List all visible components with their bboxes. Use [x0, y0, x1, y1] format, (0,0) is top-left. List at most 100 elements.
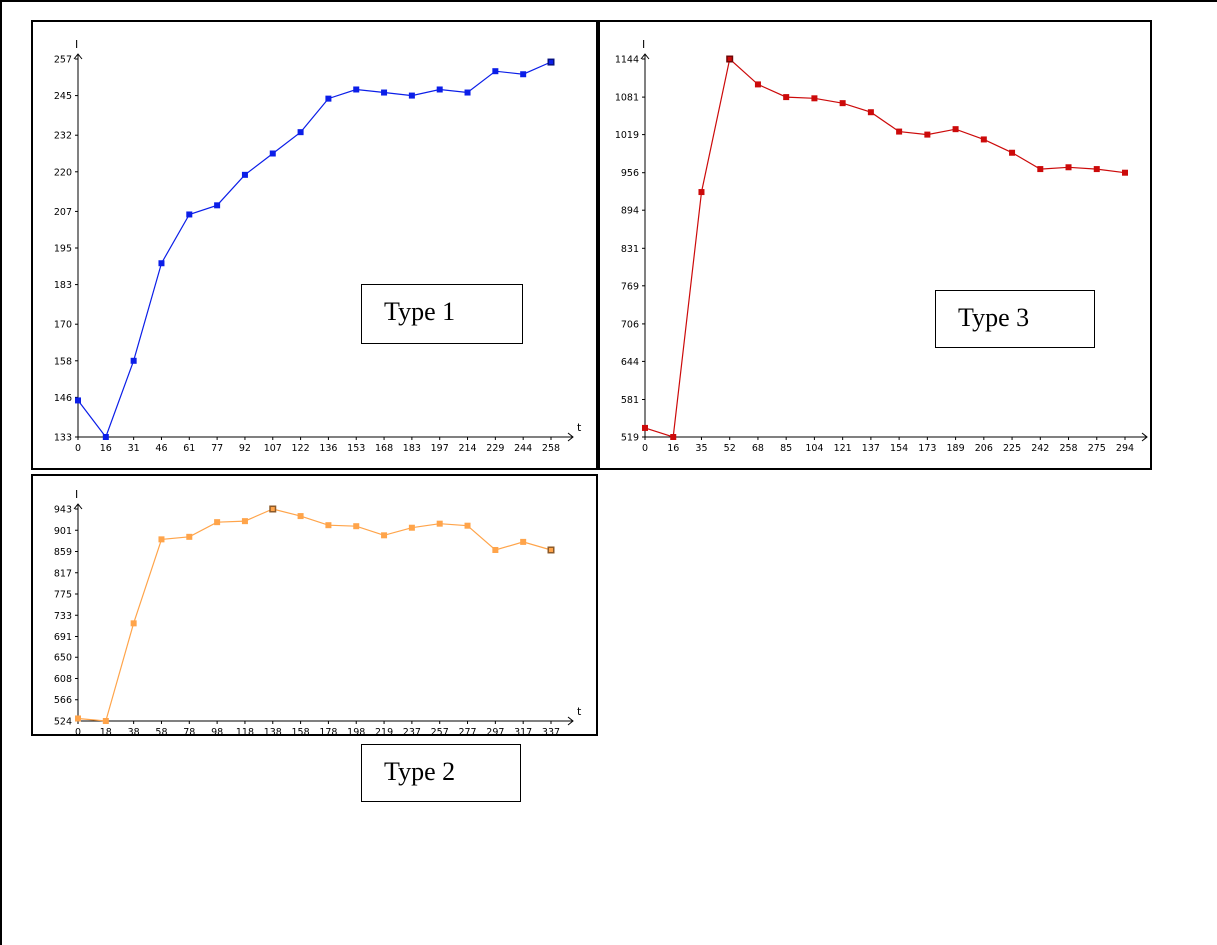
y-tick-label: 894	[621, 206, 639, 217]
x-tick-label: 229	[486, 443, 504, 454]
y-tick-label: 207	[54, 207, 72, 218]
x-tick-label: 35	[695, 443, 707, 454]
x-tick-label: 0	[75, 443, 81, 454]
y-axis-arrowhead	[73, 503, 83, 510]
data-point	[980, 136, 987, 143]
y-tick-label: 245	[54, 91, 72, 102]
y-tick-label: 775	[54, 590, 72, 601]
x-tick-label: 275	[1088, 443, 1106, 454]
x-tick-label: 107	[264, 443, 282, 454]
x-tick-label: 178	[319, 727, 337, 734]
x-tick-label: 16	[667, 443, 679, 454]
x-tick-label: 118	[236, 727, 254, 734]
x-tick-label: 0	[75, 727, 81, 734]
data-point	[549, 60, 553, 65]
data-point	[492, 546, 499, 553]
data-point	[214, 202, 221, 209]
data-point	[492, 68, 499, 75]
x-tick-label: 168	[375, 443, 393, 454]
data-point	[353, 86, 360, 93]
y-tick-label: 859	[54, 547, 72, 558]
x-tick-label: 237	[403, 727, 421, 734]
x-tick-label: 92	[239, 443, 251, 454]
x-tick-label: 297	[486, 727, 504, 734]
x-tick-label: 225	[1003, 443, 1021, 454]
x-tick-label: 242	[1031, 443, 1049, 454]
data-point	[297, 129, 304, 136]
y-tick-label: 608	[54, 674, 72, 685]
series-line	[77, 508, 552, 722]
x-tick-label: 122	[292, 443, 310, 454]
x-tick-label: 0	[642, 443, 648, 454]
x-tick-label: 61	[183, 443, 195, 454]
y-tick-label: 817	[54, 568, 72, 579]
x-tick-label: 214	[458, 443, 476, 454]
x-tick-label: 206	[975, 443, 993, 454]
y-tick-label: 146	[54, 393, 72, 404]
chart-label-type3: Type 3	[935, 290, 1095, 348]
x-tick-label: 317	[514, 727, 532, 734]
x-axis-arrowhead	[567, 432, 574, 442]
y-tick-label: 524	[54, 717, 72, 728]
x-tick-label: 258	[1059, 443, 1077, 454]
x-tick-label: 198	[347, 727, 365, 734]
x-tick-label: 258	[542, 443, 560, 454]
y-tick-label: 733	[54, 611, 72, 622]
y-axis-arrowhead	[73, 53, 83, 60]
data-point	[436, 520, 443, 527]
data-point	[1122, 169, 1128, 176]
y-tick-label: 220	[54, 167, 72, 178]
data-point	[270, 507, 275, 511]
data-point	[464, 522, 471, 529]
chart-type1: It 133 146 158 170 183 195 207 220 232 245 257 0 16 31…	[54, 38, 582, 454]
y-tick-label: 581	[621, 395, 639, 406]
y-axis-label: I	[75, 38, 78, 51]
data-point	[754, 81, 761, 88]
y-tick-label: 901	[54, 526, 72, 537]
data-point	[896, 128, 903, 135]
y-tick-label: 257	[54, 55, 72, 66]
x-tick-label: 38	[128, 727, 140, 734]
data-point	[353, 523, 360, 530]
y-axis-label: I	[75, 488, 78, 501]
data-point	[727, 57, 732, 61]
data-point	[241, 518, 248, 525]
data-point	[952, 126, 959, 133]
data-point	[839, 100, 846, 107]
y-tick-label: 644	[621, 357, 639, 368]
y-tick-label: 943	[54, 505, 72, 516]
x-tick-label: 18	[100, 727, 112, 734]
data-point	[130, 620, 137, 627]
y-tick-label: 1019	[615, 130, 639, 141]
x-tick-label: 154	[890, 443, 908, 454]
chart-type2: It 524 566 608 650 691 733 775 817 859 901 943 0 18 38…	[54, 488, 582, 734]
x-axis-arrowhead	[567, 716, 574, 726]
data-point	[241, 171, 248, 178]
y-tick-label: 691	[54, 632, 72, 643]
chart-panel-type3: It51958164470676983189495610191081114401…	[598, 20, 1152, 470]
data-point	[408, 524, 415, 531]
data-point	[670, 434, 677, 440]
x-tick-label: 277	[458, 727, 476, 734]
y-tick-label: 769	[621, 281, 639, 292]
data-point	[1065, 164, 1072, 171]
data-point	[130, 357, 137, 364]
data-point	[520, 71, 527, 78]
frame-left-border	[0, 0, 2, 945]
x-tick-label: 189	[947, 443, 965, 454]
data-point	[1009, 149, 1016, 156]
data-point	[75, 715, 81, 722]
data-point	[214, 519, 221, 526]
x-tick-label: 153	[347, 443, 365, 454]
x-tick-label: 137	[862, 443, 880, 454]
y-tick-label: 133	[54, 433, 72, 444]
data-point	[924, 131, 931, 138]
data-point	[325, 522, 332, 529]
chart-label-type2: Type 2	[361, 744, 521, 802]
frame-top-border	[0, 0, 1217, 2]
x-tick-label: 68	[752, 443, 764, 454]
x-tick-label: 78	[183, 727, 195, 734]
data-point	[436, 86, 443, 93]
